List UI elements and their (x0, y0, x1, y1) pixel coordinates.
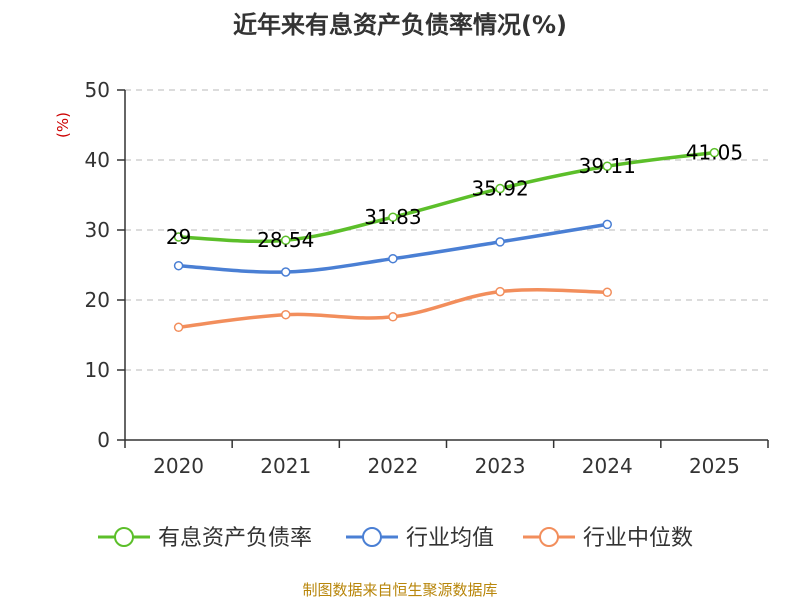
legend-label-2[interactable]: 行业中位数 (583, 526, 693, 551)
series-0-point-2020[interactable] (173, 232, 184, 242)
series-1-point-2022[interactable] (388, 253, 398, 264)
data-label-2023: 35.92 (471, 177, 528, 201)
series-2-point-2024[interactable] (602, 287, 612, 298)
series-1-point-2024[interactable] (602, 219, 612, 230)
data-label-2021: 28.54 (257, 228, 314, 252)
axes: 0 10 20 30 40 50 2020 2021 2022 2023 2024 2025 (85, 78, 769, 478)
y-tick-label-10: 10 (85, 358, 110, 382)
x-tick-label-2021: 2021 (260, 454, 311, 478)
legend: 有息资产负债率 行业均值 行业中位数 (98, 526, 693, 551)
series-0-point-2021[interactable] (281, 235, 291, 245)
source-note: 制图数据来自恒生聚源数据库 (302, 581, 497, 599)
series-2-point-2021[interactable] (281, 309, 291, 320)
series-0-point-2024[interactable] (602, 161, 612, 171)
series-lines (173, 147, 720, 333)
y-tick-label-20: 20 (85, 288, 110, 312)
grid-lines (125, 89, 768, 371)
legend-marker-0 (114, 527, 134, 547)
series-2-point-2020[interactable] (173, 322, 184, 333)
data-labels: 29 28.54 31.83 35.92 39.11 41.05 (166, 141, 743, 253)
data-label-2024: 39.11 (579, 154, 636, 178)
series-line-0 (178, 150, 715, 244)
series-1-point-2021[interactable] (281, 267, 291, 277)
series-2-point-2022[interactable] (388, 312, 398, 322)
x-tick-label-2024: 2024 (582, 454, 633, 478)
y-tick-label-40: 40 (85, 148, 110, 172)
y-tick-label-0: 0 (97, 428, 110, 452)
data-label-2022: 31.83 (364, 205, 421, 229)
series-1-point-2020[interactable] (173, 260, 184, 271)
chart-title: 近年来有息资产负债率情况(%) (233, 11, 567, 39)
y-tick-label-30: 30 (85, 218, 110, 242)
x-tick-label-2020: 2020 (153, 454, 204, 478)
x-tick-label-2022: 2022 (367, 454, 418, 478)
legend-label-0[interactable]: 有息资产负债率 (158, 526, 312, 551)
series-1-point-2023[interactable] (495, 237, 505, 247)
legend-marker-1 (362, 527, 382, 547)
x-tick-label-2025: 2025 (689, 454, 740, 478)
series-0-point-2022[interactable] (388, 212, 398, 222)
x-tick-label-2023: 2023 (475, 454, 526, 478)
data-label-2025: 41.05 (686, 141, 743, 165)
series-2-point-2023[interactable] (495, 286, 505, 297)
data-label-2020: 29 (166, 225, 191, 249)
legend-marker-2 (539, 527, 559, 547)
y-tick-label-50: 50 (85, 78, 110, 102)
y-axis-unit-label: (%) (54, 112, 72, 138)
series-line-1 (178, 222, 608, 274)
series-0-point-2023[interactable] (495, 183, 505, 194)
legend-label-1[interactable]: 行业均值 (406, 526, 494, 551)
series-0-point-2025[interactable] (709, 147, 720, 158)
series-line-2 (178, 288, 608, 330)
